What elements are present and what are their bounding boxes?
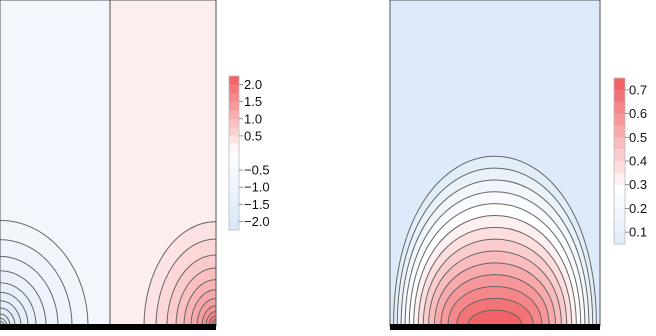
colorbar-1-block: [229, 221, 239, 231]
contour-line: [447, 286, 543, 326]
contour-line: [413, 214, 577, 326]
colorbar-2-block: [614, 101, 625, 114]
panel-1-bottom-edge: [0, 324, 216, 330]
colorbar-1-block: [229, 195, 239, 205]
colorbar-2: 0.7 0.6 0.5 0.4 0.3 0.2 0.1: [613, 77, 647, 245]
contour-line: [408, 203, 582, 326]
colorbar-2-block: [614, 78, 625, 91]
colorbar-1-block: [229, 212, 239, 222]
colorbar-1-block: [229, 118, 239, 128]
colorbar-2-block: [614, 208, 625, 221]
colorbar-1-block: [229, 153, 239, 162]
colorbar-1-tick-label: 1.5: [244, 94, 262, 109]
colorbar-2-tick-label: 0.3: [629, 177, 647, 192]
colorbar-2-block: [614, 220, 625, 233]
colorbar-1-block: [229, 204, 239, 214]
contour-line: [404, 191, 586, 326]
colorbar-2-tick-label: 0.1: [629, 225, 647, 240]
colorbar-2-block: [614, 137, 625, 150]
colorbar-2-block: [614, 161, 625, 174]
colorbar-1-tick-label: −1.0: [244, 180, 270, 195]
colorbar-1-block: [229, 110, 239, 120]
colorbar-1-block: [229, 84, 239, 94]
colorbar-1-tick-label: 2.0: [244, 77, 262, 92]
contour-line: [428, 250, 562, 326]
colorbar-1-block: [229, 187, 239, 197]
colorbar-2-block: [614, 172, 625, 186]
panel-1-contours: [0, 219, 216, 326]
colorbar-1-block: [229, 135, 239, 145]
colorbar-1-tick-label: 1.0: [244, 111, 262, 126]
colorbar-1-block: [229, 161, 239, 171]
contour-line: [422, 238, 568, 326]
colorbar-1-blocks: [229, 76, 239, 231]
colorbar-1-tick-label: −0.5: [244, 163, 270, 178]
colorbar-1-block: [229, 178, 239, 188]
colorbar-2-block: [614, 89, 625, 103]
contour-line: [400, 179, 590, 326]
panel-2-bottom-edge: [390, 324, 600, 330]
colorbar-1-tick-label: −1.5: [244, 197, 270, 212]
colorbar-1-block: [229, 76, 239, 85]
colorbar-1-block: [229, 101, 239, 111]
colorbar-1-tick-label: −2.0: [244, 214, 270, 229]
colorbar-1-tick-label: 0.5: [244, 128, 262, 143]
colorbar-1: 2.0 1.5 1.0 0.5 −0.5 −1.0 −1.5 −2.0: [228, 75, 270, 231]
colorbar-2-block: [614, 113, 625, 126]
colorbar-1-block: [229, 93, 239, 103]
colorbar-1-block: [229, 144, 239, 154]
colorbar-2-block: [614, 196, 625, 209]
colorbar-2-ticks: 0.7 0.6 0.5 0.4 0.3 0.2 0.1: [625, 82, 647, 240]
colorbar-2-tick-label: 0.2: [629, 201, 647, 216]
colorbar-1-block: [229, 170, 239, 180]
colorbar-2-tick-label: 0.6: [629, 106, 647, 121]
contour-line: [393, 155, 597, 326]
panel-1: [0, 0, 217, 330]
colorbar-2-block: [614, 232, 625, 245]
panel-2: [389, 0, 601, 330]
contour-line: [467, 309, 523, 326]
colorbar-1-block: [229, 127, 239, 137]
colorbar-1-ticks: 2.0 1.5 1.0 0.5 −0.5 −1.0 −1.5 −2.0: [239, 77, 270, 229]
colorbar-2-tick-label: 0.4: [629, 154, 647, 169]
contour-line: [456, 297, 534, 326]
colorbar-2-block: [614, 184, 625, 197]
colorbar-2-blocks: [614, 78, 625, 245]
contour-line: [417, 227, 573, 326]
colorbar-2-tick-label: 0.7: [629, 82, 647, 97]
colorbar-2-block: [614, 125, 625, 138]
contour-line: [396, 167, 594, 326]
contour-line: [440, 274, 550, 326]
fill-band: [467, 310, 523, 326]
colorbar-2-block: [614, 149, 625, 162]
panel-2-contours: [393, 155, 597, 326]
contour-line: [433, 262, 557, 326]
colorbar-1-frame: [228, 75, 240, 231]
colorbar-2-tick-label: 0.5: [629, 130, 647, 145]
